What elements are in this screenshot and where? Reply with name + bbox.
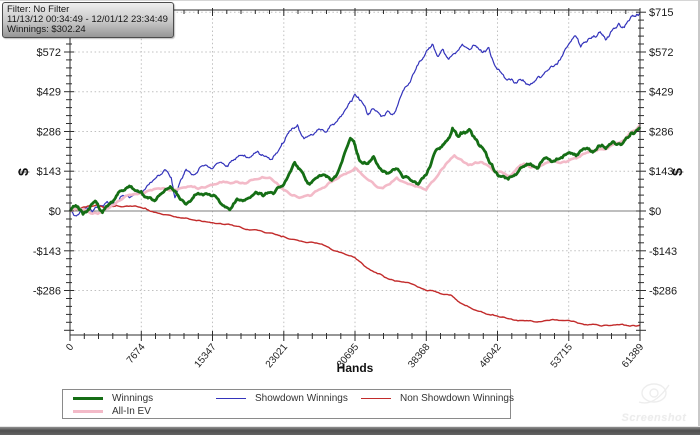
svg-text:-$286: -$286 — [649, 286, 677, 298]
svg-text:0: 0 — [64, 342, 76, 354]
svg-text:$286: $286 — [37, 127, 61, 139]
watermark-text: Screenshot — [621, 412, 687, 424]
filter-tooltip: Filter: No Filter 11/13/12 00:34:49 - 12… — [2, 2, 174, 39]
svg-text:53715: 53715 — [549, 342, 576, 371]
svg-text:$0: $0 — [49, 206, 61, 218]
y-axis-title-left: $ — [15, 168, 31, 176]
watermark: Screenshot — [611, 381, 697, 424]
svg-text:15347: 15347 — [192, 342, 219, 371]
legend-label: Non Showdown Winnings — [400, 392, 514, 404]
watermark-logo-icon — [638, 383, 670, 404]
legend-swatch-showdown-winnings — [216, 397, 246, 399]
window-border-right — [698, 0, 700, 435]
svg-text:7674: 7674 — [125, 342, 148, 366]
tooltip-winnings: Winnings: $302.24 — [7, 23, 86, 35]
svg-text:$715: $715 — [649, 7, 673, 19]
chart-series — [68, 11, 642, 327]
axis-ticks — [64, 8, 646, 341]
svg-text:$572: $572 — [649, 47, 673, 59]
svg-text:$286: $286 — [649, 127, 673, 139]
svg-text:46042: 46042 — [477, 342, 504, 371]
legend-label: Winnings — [112, 392, 154, 404]
series-winnings — [68, 126, 642, 216]
legend-label: Showdown Winnings — [255, 392, 348, 404]
svg-text:$429: $429 — [37, 87, 61, 99]
svg-text:$429: $429 — [649, 87, 673, 99]
svg-text:-$143: -$143 — [33, 246, 61, 258]
svg-text:38368: 38368 — [406, 342, 433, 371]
svg-text:$143: $143 — [649, 166, 673, 178]
tooltip-date-range: 11/13/12 00:34:49 - 12/01/12 23:34:49 — [7, 13, 168, 25]
y-axis-title-right: $ — [669, 168, 685, 176]
plot-frame — [69, 9, 641, 336]
chart-legend: Winnings Showdown Winnings Non Showdown Wi… — [62, 389, 514, 419]
legend-swatch-all-in-ev — [73, 409, 103, 413]
window-border-top — [0, 0, 700, 1]
svg-text:$143: $143 — [37, 166, 61, 178]
series-showdown-winnings — [69, 11, 641, 217]
winnings-graph: -$286 -$286 -$143 -$143 $0 $0 $143 $143 $286 $286… — [15, 7, 685, 375]
legend-swatch-non-showdown-winnings — [361, 397, 391, 399]
x-axis-title: Hands — [337, 361, 374, 375]
legend-item-winnings: Winnings — [73, 393, 216, 404]
svg-text:-$286: -$286 — [33, 286, 61, 298]
legend-label: All-In EV — [112, 405, 151, 417]
legend-item-non-showdown-winnings: Non Showdown Winnings — [361, 393, 514, 404]
legend-swatch-winnings — [73, 396, 103, 400]
window-border-bottom — [0, 426, 700, 435]
svg-text:23021: 23021 — [264, 342, 291, 371]
legend-item-showdown-winnings: Showdown Winnings — [216, 393, 361, 404]
legend-item-all-in-ev: All-In EV — [73, 406, 216, 417]
svg-text:$572: $572 — [37, 47, 61, 59]
series-non-showdown-winnings — [70, 204, 641, 327]
svg-text:-$143: -$143 — [649, 246, 677, 258]
svg-text:$0: $0 — [649, 206, 661, 218]
svg-text:61389: 61389 — [620, 342, 647, 371]
tooltip-filter: Filter: No Filter — [7, 4, 70, 15]
